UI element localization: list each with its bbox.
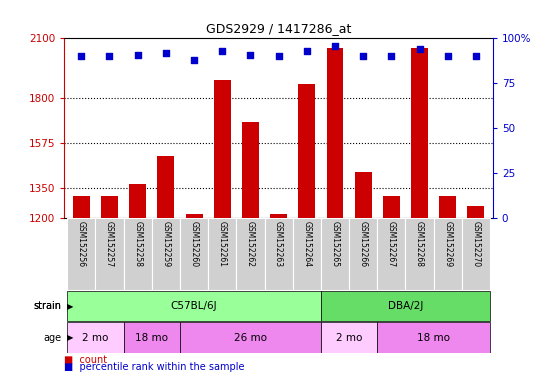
Bar xyxy=(321,323,377,353)
Bar xyxy=(462,218,490,290)
Text: 26 mo: 26 mo xyxy=(234,333,267,343)
Point xyxy=(105,53,114,60)
Bar xyxy=(101,196,118,218)
Point xyxy=(415,46,424,52)
Text: GSM152266: GSM152266 xyxy=(358,221,368,267)
Text: GSM152269: GSM152269 xyxy=(443,221,452,267)
Text: GSM152265: GSM152265 xyxy=(330,221,339,267)
Point xyxy=(302,48,311,54)
Text: GSM152259: GSM152259 xyxy=(161,221,170,267)
Bar xyxy=(377,323,490,353)
Text: strain: strain xyxy=(34,301,62,311)
Bar xyxy=(321,218,349,290)
Bar xyxy=(439,196,456,218)
Bar xyxy=(129,184,146,218)
Bar xyxy=(67,218,95,290)
Bar xyxy=(293,218,321,290)
Text: GSM152267: GSM152267 xyxy=(387,221,396,267)
Bar xyxy=(208,218,236,290)
Text: GSM152258: GSM152258 xyxy=(133,221,142,267)
Text: GDS2929 / 1417286_at: GDS2929 / 1417286_at xyxy=(206,22,351,35)
Bar xyxy=(180,323,321,353)
Point xyxy=(443,53,452,60)
Bar xyxy=(326,48,343,218)
Text: GSM152263: GSM152263 xyxy=(274,221,283,267)
Bar xyxy=(236,218,264,290)
Point xyxy=(246,51,255,58)
Text: 18 mo: 18 mo xyxy=(417,333,450,343)
Point xyxy=(218,48,227,54)
Text: DBA/2J: DBA/2J xyxy=(388,301,423,311)
Text: GSM152261: GSM152261 xyxy=(218,221,227,267)
Text: 2 mo: 2 mo xyxy=(82,333,109,343)
Bar xyxy=(321,291,490,321)
Text: strain: strain xyxy=(34,301,62,311)
Bar xyxy=(157,156,174,218)
Bar xyxy=(214,80,231,218)
Text: C57BL/6J: C57BL/6J xyxy=(171,301,217,311)
Point xyxy=(358,53,367,60)
Bar xyxy=(411,48,428,218)
Text: ■  percentile rank within the sample: ■ percentile rank within the sample xyxy=(64,362,245,372)
Bar xyxy=(405,218,433,290)
Point xyxy=(77,53,86,60)
Text: GSM152270: GSM152270 xyxy=(472,221,480,267)
Bar xyxy=(377,218,405,290)
Bar xyxy=(433,218,462,290)
Point xyxy=(387,53,396,60)
Bar xyxy=(264,218,293,290)
Point xyxy=(161,50,170,56)
Bar xyxy=(349,218,377,290)
Bar xyxy=(298,84,315,218)
Point xyxy=(274,53,283,60)
Bar xyxy=(124,218,152,290)
Bar xyxy=(124,323,180,353)
Bar xyxy=(468,206,484,218)
Bar xyxy=(95,218,124,290)
Text: GSM152262: GSM152262 xyxy=(246,221,255,267)
Text: 2 mo: 2 mo xyxy=(336,333,362,343)
Text: ▶: ▶ xyxy=(67,333,74,342)
Bar xyxy=(383,196,400,218)
Bar xyxy=(242,122,259,218)
Bar xyxy=(354,172,372,218)
Text: GSM152257: GSM152257 xyxy=(105,221,114,267)
Point xyxy=(133,51,142,58)
Bar xyxy=(67,323,124,353)
Text: age: age xyxy=(44,333,62,343)
Bar xyxy=(73,196,90,218)
Text: GSM152260: GSM152260 xyxy=(189,221,199,267)
Bar xyxy=(67,291,321,321)
Text: 18 mo: 18 mo xyxy=(136,333,168,343)
Point xyxy=(330,43,339,49)
Bar xyxy=(180,218,208,290)
Bar xyxy=(270,214,287,218)
Point xyxy=(472,53,480,60)
Text: GSM152256: GSM152256 xyxy=(77,221,86,267)
Point xyxy=(190,57,199,63)
Text: GSM152264: GSM152264 xyxy=(302,221,311,267)
Text: ■  count: ■ count xyxy=(64,355,108,365)
Bar xyxy=(152,218,180,290)
Text: ▶: ▶ xyxy=(67,301,74,311)
Bar xyxy=(185,214,203,218)
Text: GSM152268: GSM152268 xyxy=(415,221,424,267)
